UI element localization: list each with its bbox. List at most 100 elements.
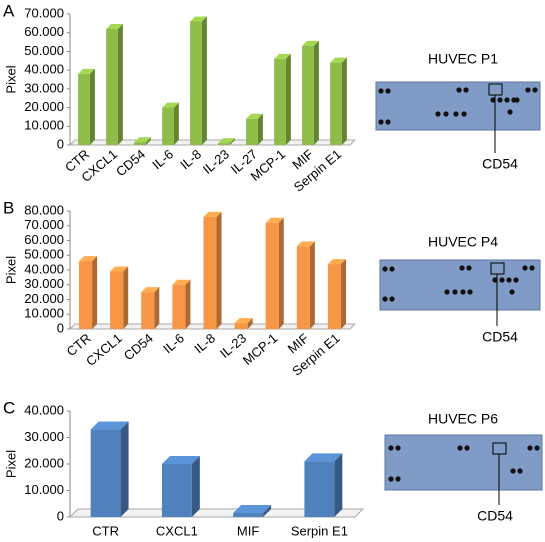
y-tick-label: 50.000 xyxy=(24,247,64,262)
bar-top xyxy=(304,453,343,462)
bar-side xyxy=(117,23,123,145)
blot-spot xyxy=(532,87,538,93)
y-tick-label: 0 xyxy=(57,508,64,523)
bar-top xyxy=(90,421,129,430)
blot-annotation: CD54 xyxy=(482,329,518,345)
blot-spot xyxy=(453,111,459,117)
y-tick-label: 40.000 xyxy=(24,62,64,77)
blot-spot xyxy=(466,265,472,271)
blot-spot xyxy=(378,88,384,94)
bar-side xyxy=(185,279,191,329)
panel-label: A xyxy=(3,1,15,20)
x-tick-label: MCP-1 xyxy=(240,330,281,367)
bar xyxy=(246,118,258,145)
blot-spot xyxy=(522,265,528,271)
blot-spot xyxy=(385,119,391,125)
y-tick-label: 40.000 xyxy=(24,261,64,276)
x-tick-label: IL-8 xyxy=(177,146,204,172)
bar-side xyxy=(216,211,222,329)
blot-spot xyxy=(510,468,516,474)
bar xyxy=(265,222,279,329)
blot-spot xyxy=(513,277,519,283)
y-tick-label: 60.000 xyxy=(24,232,64,247)
bar-top xyxy=(134,137,151,143)
bar-top xyxy=(234,318,253,324)
blot-spot xyxy=(497,97,503,103)
x-tick-label: IL-6 xyxy=(149,146,176,172)
blot-annotation: CD54 xyxy=(477,508,513,524)
y-axis-label: Pixel xyxy=(3,65,18,93)
blot-spot xyxy=(385,88,391,94)
bar-top xyxy=(265,217,284,223)
bar-side xyxy=(263,505,272,517)
bar-top xyxy=(327,259,346,265)
y-axis-label: Pixel xyxy=(3,256,18,284)
bar-top xyxy=(172,279,191,285)
blot-title: HUVEC P4 xyxy=(428,234,498,250)
bar-top xyxy=(246,113,263,119)
blot-spot xyxy=(506,277,512,283)
bar-side xyxy=(341,57,347,145)
y-tick-label: 10.000 xyxy=(24,118,64,133)
bar-top xyxy=(274,53,291,59)
bar-top xyxy=(79,256,98,262)
y-tick-label: 30.000 xyxy=(24,80,64,95)
x-tick-label: MIF xyxy=(237,523,259,538)
y-tick-label: 80.000 xyxy=(24,202,64,217)
bar-side xyxy=(278,217,284,329)
bar xyxy=(304,461,335,517)
bar-top xyxy=(161,456,200,464)
blot-spot xyxy=(452,289,458,295)
y-tick-label: 50.000 xyxy=(24,43,64,58)
bar-top xyxy=(302,40,319,46)
y-tick-label: 40.000 xyxy=(24,402,64,417)
bar xyxy=(218,143,230,145)
x-tick-label: CD54 xyxy=(121,330,156,363)
blot-spot xyxy=(395,476,401,482)
bar-top xyxy=(218,138,235,144)
y-tick-label: 20.000 xyxy=(24,455,64,470)
bar-side xyxy=(123,266,129,329)
x-tick-label: IL-6 xyxy=(160,330,187,356)
bar-side xyxy=(201,16,207,145)
bar-side xyxy=(145,137,151,145)
bar-side xyxy=(309,241,315,329)
y-tick-label: 10.000 xyxy=(24,482,64,497)
blot-spot xyxy=(527,445,533,451)
blot-spot xyxy=(514,97,520,103)
x-tick-label: CXCL1 xyxy=(156,523,198,538)
bar-top xyxy=(141,287,160,293)
bar xyxy=(161,464,192,517)
blot-spot xyxy=(464,445,470,451)
blot-spot xyxy=(490,97,496,103)
bar xyxy=(234,323,248,329)
bar-top xyxy=(110,266,129,272)
blot-spot xyxy=(389,266,395,272)
blot-spot xyxy=(443,111,449,117)
bar-side xyxy=(229,138,235,145)
bar-top xyxy=(330,57,347,63)
y-tick-label: 0 xyxy=(57,320,64,335)
bar-side xyxy=(340,259,346,329)
y-tick-label: 30.000 xyxy=(24,276,64,291)
x-tick-label: CTR xyxy=(92,523,119,538)
blot-spot xyxy=(395,445,401,451)
blot-title: HUVEC P1 xyxy=(428,51,498,67)
blot-spot xyxy=(499,277,505,283)
bar xyxy=(78,73,90,145)
blot-title: HUVEC P6 xyxy=(428,411,498,427)
bar xyxy=(141,292,155,329)
bar-side xyxy=(154,287,160,329)
blot-spot xyxy=(389,296,395,302)
y-tick-label: 20.000 xyxy=(24,99,64,114)
y-tick-label: 70.000 xyxy=(24,5,64,20)
blot-spot xyxy=(534,445,540,451)
bar-side xyxy=(247,318,253,329)
y-tick-label: 70.000 xyxy=(24,217,64,232)
blot-spot xyxy=(467,289,473,295)
blot-spot xyxy=(435,111,441,117)
blot-spot xyxy=(460,289,466,295)
blot-spot xyxy=(382,266,388,272)
bar xyxy=(162,107,174,145)
